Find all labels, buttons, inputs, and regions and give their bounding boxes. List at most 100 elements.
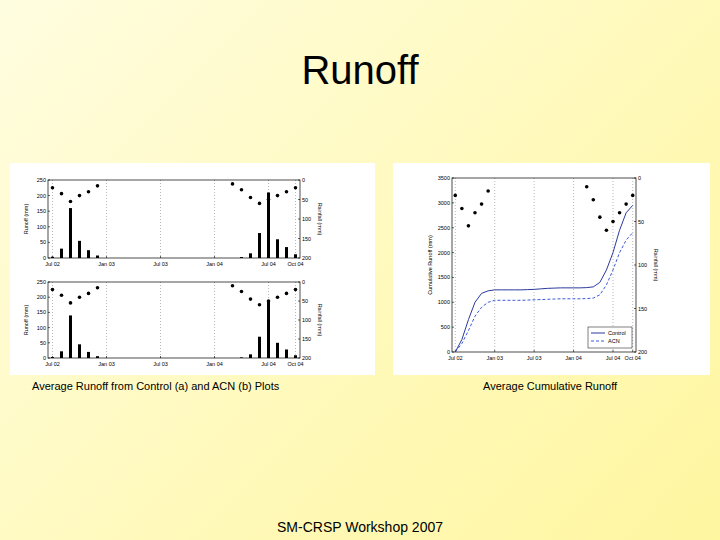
grid-line — [160, 282, 161, 358]
x-tick-label: Oct 04 — [625, 355, 641, 361]
y-tick-label: 3000 — [438, 200, 450, 206]
y2-tick-label: 50 — [302, 298, 308, 304]
y2-tick-label: 200 — [302, 255, 311, 261]
rainfall-point — [294, 288, 298, 292]
x-tick-label: Jan 03 — [486, 355, 503, 361]
y2-axis-label: Rainfall (mm) — [653, 249, 659, 282]
runoff-bar — [267, 192, 270, 258]
chart: Jul 02Jan 03Jul 03Jan 04Jul 04Oct 040501… — [23, 177, 323, 267]
y-axis-label: Cumulative Runoff (mm) — [427, 235, 433, 295]
footer: SM-CRSP Workshop 2007 — [277, 519, 443, 535]
rainfall-point — [480, 202, 484, 206]
plot-frame — [48, 282, 300, 358]
runoff-bar — [267, 300, 270, 358]
rainfall-point — [60, 192, 64, 196]
rainfall-point — [87, 190, 91, 194]
grid-line — [106, 180, 107, 258]
rainfall-point — [591, 198, 595, 202]
rainfall-point — [249, 297, 253, 301]
rainfall-point — [598, 215, 602, 219]
runoff-bar — [258, 337, 261, 358]
rainfall-point — [624, 202, 628, 206]
y-tick-label: 2500 — [438, 225, 450, 231]
grid-line — [214, 180, 215, 258]
slide-title: Runoff — [301, 48, 419, 92]
runoff-bar — [294, 254, 297, 258]
rainfall-point — [467, 224, 471, 228]
y-axis-label: Runoff (mm) — [23, 204, 29, 235]
grid-line — [106, 282, 107, 358]
y-tick-label: 250 — [37, 279, 46, 285]
rainfall-point — [249, 196, 253, 200]
x-tick-label: Jul 02 — [448, 355, 463, 361]
runoff-bar — [96, 256, 99, 258]
rainfall-point — [231, 284, 235, 288]
grid-line — [160, 180, 161, 258]
y2-tick-label: 200 — [638, 349, 647, 355]
runoff-bar — [78, 344, 81, 358]
rainfall-point — [276, 295, 280, 299]
grid-line — [268, 180, 269, 258]
slide: Runoff Average Runoff from Control (a) an… — [0, 0, 720, 540]
y2-tick-label: 50 — [302, 197, 308, 203]
rainfall-point — [486, 189, 490, 193]
grid-line — [214, 282, 215, 358]
legend-swatch — [591, 341, 605, 342]
caption: Average Cumulative Runoff — [483, 380, 618, 392]
runoff-bar — [276, 239, 279, 258]
y2-tick-label: 150 — [302, 336, 311, 342]
rainfall-point — [87, 292, 91, 296]
y-tick-label: 0 — [43, 255, 46, 261]
x-tick-label: Jan 03 — [98, 261, 115, 267]
grid-line — [534, 178, 535, 352]
y-tick-label: 250 — [37, 177, 46, 183]
caption: Average Runoff from Control (a) and ACN … — [32, 380, 280, 392]
grid-line — [295, 282, 296, 358]
chart: Jul 02Jan 03Jul 03Jan 04Jul 04Oct 040501… — [23, 279, 323, 367]
rainfall-point — [60, 294, 64, 298]
grid-line — [632, 178, 633, 352]
rainfall-point — [240, 290, 244, 294]
rainfall-point — [618, 211, 622, 215]
plot-frame — [452, 178, 636, 352]
y-tick-label: 0 — [43, 355, 46, 361]
y-tick-label: 1500 — [438, 274, 450, 280]
rainfall-point — [276, 194, 280, 198]
grid-line — [455, 178, 456, 352]
grid-line — [613, 178, 614, 352]
x-tick-label: Jul 02 — [45, 361, 60, 367]
y-tick-label: 50 — [40, 239, 46, 245]
runoff-bar — [87, 250, 90, 258]
x-tick-label: Jan 04 — [206, 361, 223, 367]
x-tick-label: Jul 02 — [45, 261, 60, 267]
y2-tick-label: 0 — [302, 279, 305, 285]
rainfall-point — [294, 186, 298, 190]
x-tick-label: Jul 04 — [606, 355, 621, 361]
y-tick-label: 200 — [37, 294, 46, 300]
x-tick-label: Oct 04 — [287, 261, 303, 267]
legend-label: ACN — [608, 338, 620, 344]
rainfall-point — [285, 292, 289, 296]
x-tick-label: Jul 04 — [261, 361, 276, 367]
rainfall-point — [240, 188, 244, 192]
y-tick-label: 1000 — [438, 299, 450, 305]
runoff-bar — [69, 315, 72, 358]
runoff-bar — [60, 249, 63, 258]
runoff-bar — [78, 241, 81, 258]
y2-axis-label: Rainfall (mm) — [317, 304, 323, 337]
y-axis-label: Runoff (mm) — [23, 305, 29, 336]
x-tick-label: Jul 03 — [527, 355, 542, 361]
y-tick-label: 3500 — [438, 175, 450, 181]
x-tick-label: Jan 04 — [206, 261, 223, 267]
runoff-bar — [285, 349, 288, 358]
y-tick-label: 2000 — [438, 250, 450, 256]
y-tick-label: 150 — [37, 208, 46, 214]
y2-tick-label: 0 — [302, 177, 305, 183]
rainfall-point — [78, 194, 82, 198]
legend-box — [588, 327, 632, 348]
y2-axis-label: Rainfall (mm) — [317, 203, 323, 236]
rainfall-point — [231, 182, 235, 186]
rainfall-point — [585, 185, 589, 189]
rainfall-point — [69, 301, 73, 305]
runoff-bar — [87, 352, 90, 358]
